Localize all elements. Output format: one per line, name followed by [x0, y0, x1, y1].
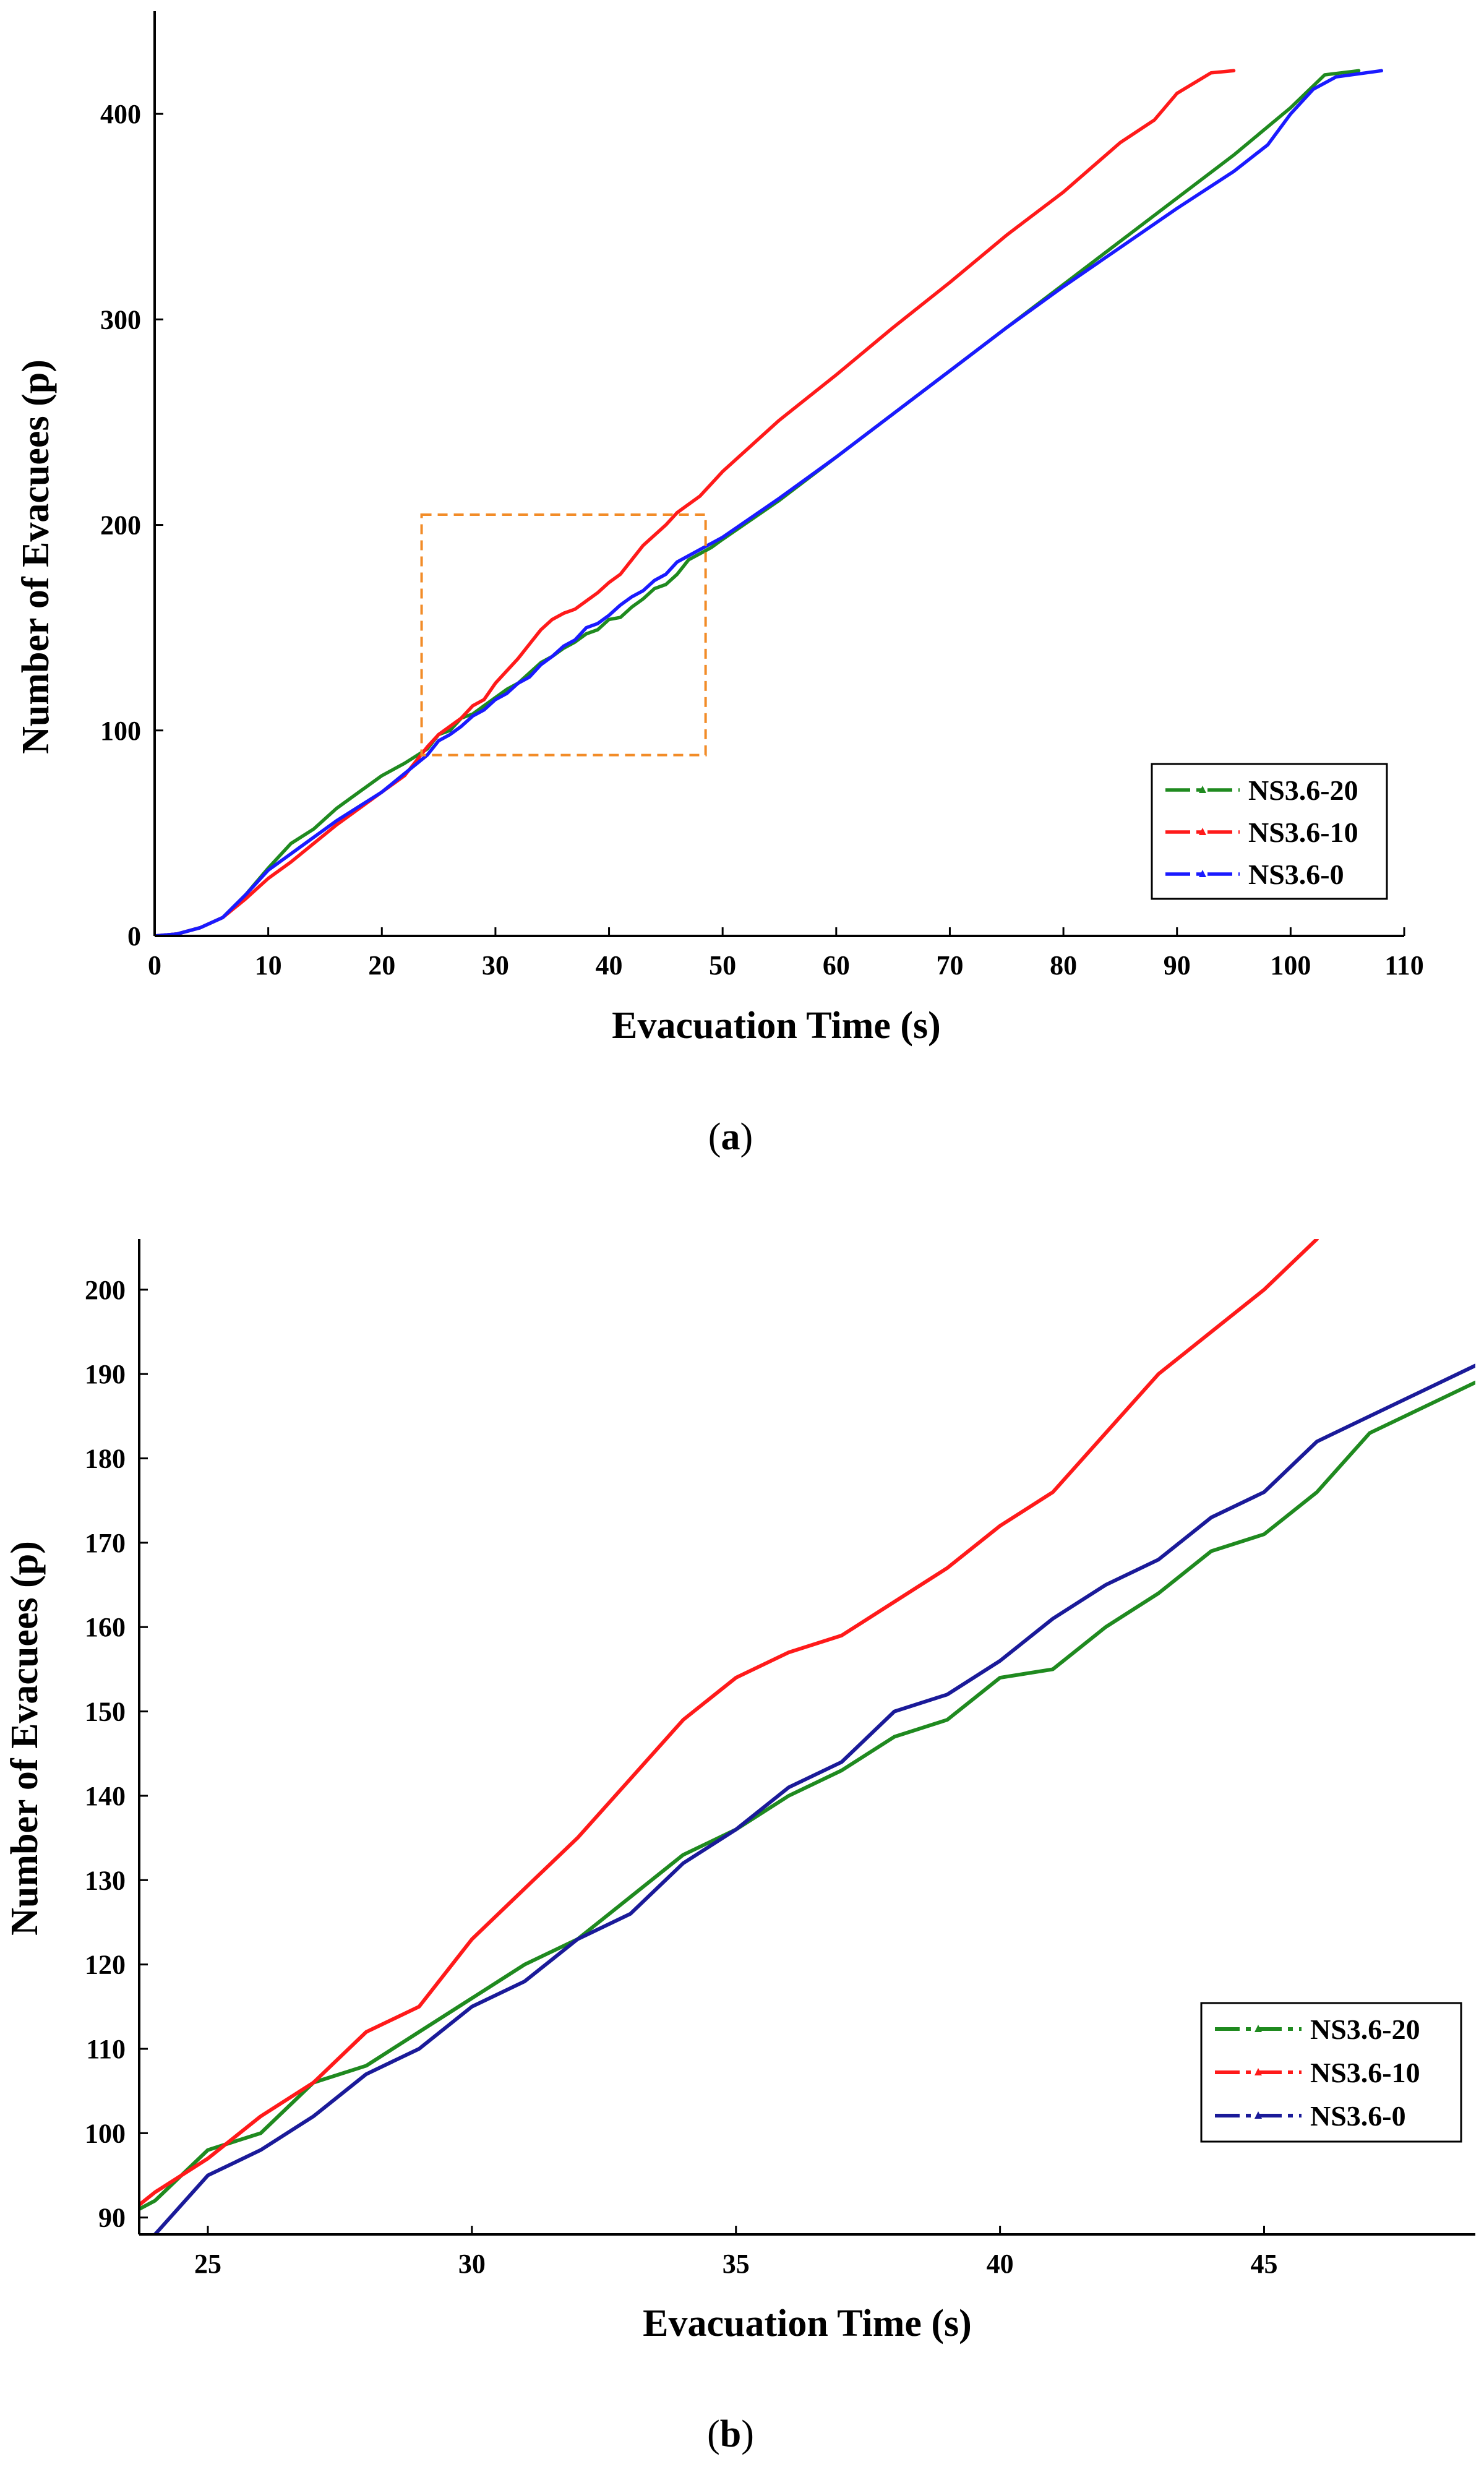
chart-b-x-ticks: 25 30 35 40 45 — [194, 2226, 1277, 2279]
chart-b-y-tick-label: 140 — [85, 1781, 126, 1811]
chart-a-y-ticks: 0 100 200 300 400 — [100, 99, 163, 951]
chart-a-x-tick-label: 10 — [255, 950, 282, 980]
chart-b-y-tick-label: 90 — [98, 2203, 126, 2233]
chart-b-x-tick-label: 30 — [458, 2249, 486, 2279]
chart-a-y-axis-title: Number of Evacuees (p) — [15, 359, 57, 754]
chart-a-legend-item: NS3.6-10 — [1165, 817, 1358, 848]
chart-b-x-tick-label: 25 — [194, 2249, 221, 2279]
caption-a-letter: a — [721, 1116, 740, 1158]
chart-b-y-tick-label: 100 — [85, 2118, 126, 2148]
chart-b-y-ticks: 90 100 110 120 130 140 150 160 170 180 190 200 — [85, 1275, 148, 2233]
chart-a-y-tick-label: 0 — [127, 921, 141, 951]
chart-a-x-tick-label: 30 — [482, 950, 509, 980]
chart-a-y-tick-label: 300 — [100, 304, 141, 335]
chart-a-legend-marker-ns3-6-20 — [1199, 786, 1206, 793]
chart-a-x-tick-label: 50 — [709, 950, 736, 980]
chart-b-legend-box — [1200, 2002, 1462, 2143]
chart-b-y-tick-label: 130 — [85, 1865, 126, 1895]
chart-a-legend-box — [1151, 763, 1388, 900]
chart-panel-b: 25 30 35 40 45 90 100 110 120 130 140 150 160 170 180… — [4, 1239, 1475, 2455]
chart-a-legend-marker-ns3-6-10 — [1199, 828, 1206, 835]
chart-b-line-ns3-6-20 — [139, 1380, 1475, 2212]
chart-a-x-tick-label: 40 — [596, 950, 623, 980]
chart-a-y-tick-label: 400 — [100, 99, 141, 129]
chart-a-x-tick-label: 70 — [936, 950, 963, 980]
chart-b-y-tick-label: 160 — [85, 1612, 126, 1642]
chart-b-legend-item: NS3.6-0 — [1215, 2100, 1406, 2132]
chart-b-x-tick-label: 45 — [1250, 2249, 1277, 2279]
chart-b-y-tick-label: 170 — [85, 1528, 126, 1558]
chart-b-y-tick-label: 190 — [85, 1359, 126, 1389]
chart-panel-a: 0 10 20 30 40 50 60 70 80 90 100 110 0100200300400 … — [15, 11, 1424, 1158]
chart-a-legend-label: NS3.6-10 — [1248, 817, 1358, 848]
chart-b-series — [139, 1239, 1475, 2234]
caption-b-letter: b — [720, 2413, 741, 2455]
chart-a-line-ns3-6-0 — [155, 69, 1384, 936]
chart-a-x-tick-label: 90 — [1164, 950, 1191, 980]
chart-b-y-tick-label: 110 — [86, 2034, 126, 2064]
chart-b-legend: NS3.6-20 NS3.6-10 NS3.6-0 — [1200, 2002, 1462, 2143]
chart-b-legend-label: NS3.6-0 — [1310, 2100, 1406, 2132]
chart-a-legend-item: NS3.6-0 — [1165, 859, 1344, 890]
chart-b-axes — [138, 1239, 1475, 2236]
chart-b-legend-marker-ns3-6-0 — [1255, 2111, 1262, 2119]
chart-a-zoom-rect — [420, 513, 707, 757]
chart-a-legend-marker-ns3-6-0 — [1199, 870, 1206, 877]
chart-a-x-axis-title: Evacuation Time (s) — [612, 1005, 941, 1047]
chart-a-line-ns3-6-10 — [155, 69, 1236, 936]
chart-a-x-ticks: 0 10 20 30 40 50 60 70 80 90 100 110 — [148, 927, 1424, 980]
chart-a-y-tick-label: 100 — [100, 716, 141, 746]
caption-a: (a) — [708, 1116, 753, 1158]
chart-b-y-tick-label: 120 — [85, 1950, 126, 1980]
chart-a-x-tick-label: 100 — [1270, 950, 1311, 980]
chart-b-y-tick-label: 150 — [85, 1697, 126, 1727]
chart-a-x-tick-label: 0 — [148, 950, 161, 980]
chart-b-legend-label: NS3.6-10 — [1310, 2057, 1420, 2088]
chart-a-x-tick-label: 60 — [823, 950, 850, 980]
chart-b-x-axis-title: Evacuation Time (s) — [643, 2302, 972, 2345]
chart-a-y-tick-label: 200 — [100, 510, 141, 541]
chart-a-legend: NS3.6-20 NS3.6-10 NS3.6-0 — [1151, 763, 1388, 900]
chart-a-x-tick-label: 80 — [1050, 950, 1077, 980]
chart-b-x-tick-label: 35 — [723, 2249, 750, 2279]
chart-b-y-tick-label: 200 — [85, 1275, 126, 1305]
chart-b-legend-marker-ns3-6-20 — [1255, 2025, 1262, 2032]
chart-b-y-axis-title: Number of Evacuees (p) — [4, 1541, 46, 1936]
chart-a-legend-label: NS3.6-0 — [1248, 859, 1344, 890]
chart-a-x-tick-label: 110 — [1384, 950, 1424, 980]
chart-b-legend-marker-ns3-6-10 — [1255, 2068, 1262, 2075]
chart-a-axes — [153, 11, 1404, 937]
chart-b-y-tick-label: 180 — [85, 1444, 126, 1474]
chart-b-legend-item: NS3.6-10 — [1215, 2057, 1420, 2088]
chart-b-line-ns3-6-10 — [139, 1239, 1319, 2207]
chart-b-x-tick-label: 40 — [987, 2249, 1014, 2279]
chart-b-line-ns3-6-0 — [153, 1363, 1475, 2234]
chart-a-x-tick-label: 20 — [368, 950, 395, 980]
chart-a-legend-item: NS3.6-20 — [1165, 774, 1358, 806]
chart-b-legend-item: NS3.6-20 — [1215, 2014, 1420, 2045]
chart-a-zoom-box — [420, 513, 707, 757]
chart-a-legend-label: NS3.6-20 — [1248, 774, 1358, 806]
caption-b: (b) — [707, 2413, 754, 2455]
chart-b-legend-label: NS3.6-20 — [1310, 2014, 1420, 2045]
chart-a-series — [155, 69, 1384, 936]
